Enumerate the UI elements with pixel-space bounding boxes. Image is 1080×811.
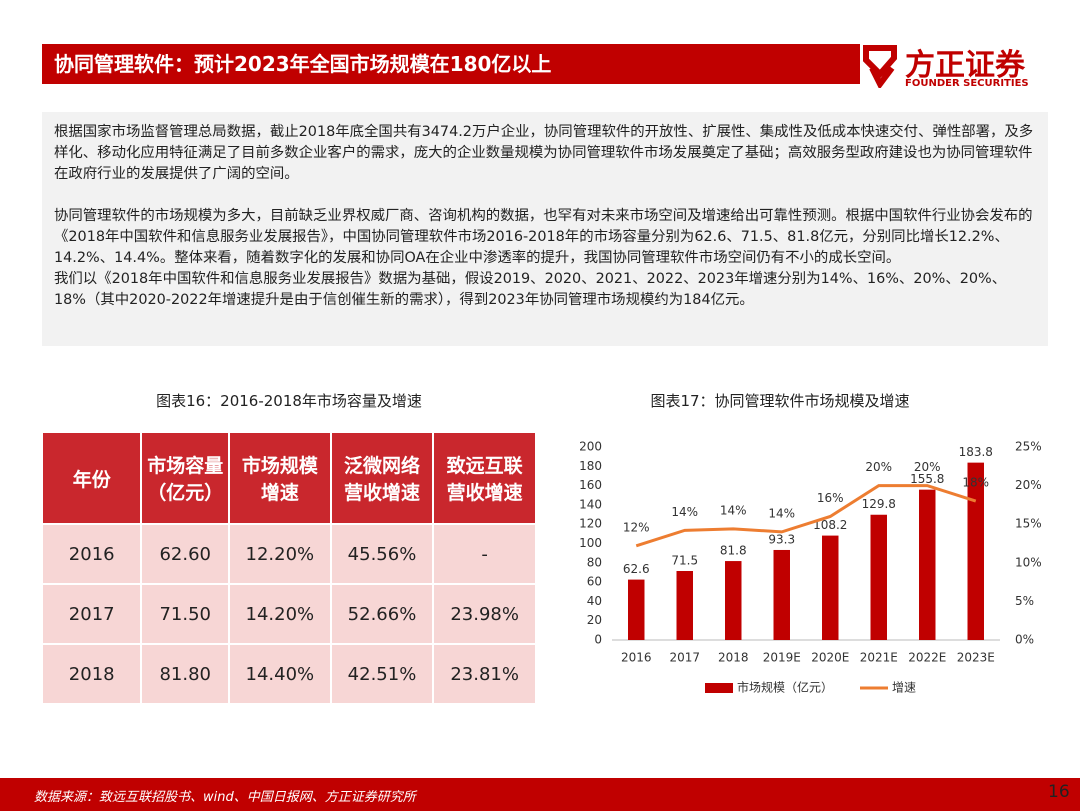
text-box: 根据国家市场监督管理总局数据，截止2018年底全国共有3474.2万户企业，协同… (42, 112, 1048, 346)
bar-value-label: 62.6 (623, 562, 650, 576)
header-row: 年份 市场容量 （亿元） 市场规模 增速 泛微网络 营收增速 致远互联 营收增速 (40, 431, 537, 525)
y2-tick-label: 25% (1015, 440, 1042, 454)
x-tick-label: 2019E (763, 651, 801, 665)
y-tick-label: 200 (579, 440, 602, 454)
bar (967, 462, 984, 640)
table-cell: 23.81% (432, 643, 537, 705)
y-tick-label: 20 (587, 613, 602, 627)
x-tick-label: 2021E (860, 651, 898, 665)
line-value-label: 14% (720, 503, 747, 517)
line-value-label: 16% (817, 491, 844, 505)
y-tick-label: 100 (579, 536, 602, 550)
legend-label: 增速 (892, 681, 916, 695)
header-cell: 致远互联 营收增速 (432, 431, 537, 525)
line-value-label: 20% (914, 460, 941, 474)
line (635, 484, 977, 548)
table-row: 2018 81.80 14.40% 42.51% 23.81% (40, 643, 537, 705)
table-cell: 71.50 (140, 583, 231, 645)
y-tick-label: 140 (579, 497, 602, 511)
x-tick-label: 2022E (908, 651, 946, 665)
bar-value-label: 71.5 (671, 554, 698, 568)
bar (822, 535, 839, 640)
line-value-label: 20% (865, 460, 892, 474)
table-cell: - (432, 523, 537, 585)
page-number: 16 (1048, 782, 1070, 802)
chart: 0 20 40 60 80 100 120 140 160 180 200 0% 5% 10% 15% 20%… (579, 440, 1042, 695)
line-value-label: 14% (671, 505, 698, 519)
bar (773, 549, 790, 640)
source-note: 数据来源：致远互联招股书、wind、中国日报网、方正证券研究所 (34, 790, 416, 805)
table-row: 2017 71.50 14.20% 52.66% 23.98% (40, 583, 537, 645)
table-cell: 81.80 (140, 643, 231, 705)
header-cell: 市场规模 增速 (228, 431, 332, 525)
legend-label: 市场规模（亿元） (737, 680, 833, 695)
bar-value-label: 183.8 (959, 445, 993, 459)
y2-tick-label: 10% (1015, 555, 1042, 569)
y-tick-label: 60 (587, 575, 602, 589)
chart-title: 图表17：协同管理软件市场规模及增速 (650, 392, 910, 410)
y2-tick-label: 5% (1015, 594, 1034, 608)
table-cell: 14.20% (228, 583, 332, 645)
header-cell: 年份 (40, 431, 143, 525)
x-tick-label: 2023E (957, 651, 995, 665)
table-row: 2016 62.60 12.20% 45.56% - (40, 523, 537, 585)
table-cell: 14.40% (228, 643, 332, 705)
table-cell: 2018 (40, 643, 143, 705)
bar-value-label: 155.8 (910, 472, 944, 486)
y2-tick-label: 20% (1015, 478, 1042, 492)
bar (676, 571, 693, 640)
header-cell: 泛微网络 营收增速 (329, 431, 435, 525)
line-value-label: 18% (962, 476, 989, 490)
y-tick-label: 180 (579, 459, 602, 473)
table-cell: 62.60 (140, 523, 231, 585)
paragraph: 我们以《2018年中国软件和信息服务业发展报告》数据为基础，假设2019、202… (54, 271, 1007, 308)
line-value-label: 12% (623, 520, 650, 534)
y2-tick-label: 15% (1015, 517, 1042, 531)
table-cell: 52.66% (329, 583, 435, 645)
x-tick-label: 2020E (811, 651, 849, 665)
y-tick-label: 40 (587, 594, 602, 608)
bar (725, 561, 742, 640)
table-cell: 42.51% (329, 643, 435, 705)
line-value-label: 14% (768, 506, 795, 520)
y-tick-label: 0 (594, 633, 602, 647)
paragraph: 协同管理软件的市场规模为多大，目前缺乏业界权威厂商、咨询机构的数据，也罕有对未来… (54, 208, 1033, 266)
bar (919, 489, 936, 640)
x-tick-label: 2018 (718, 651, 749, 665)
bar-value-label: 93.3 (768, 532, 795, 546)
bar-value-label: 81.8 (720, 544, 747, 558)
slide-title: 协同管理软件：预计2023年全国市场规模在180亿以上 (42, 44, 860, 84)
y-tick-label: 120 (579, 517, 602, 531)
x-tick-label: 2017 (669, 651, 700, 665)
bar-value-label: 129.8 (862, 497, 896, 511)
table-cell: 23.98% (432, 583, 537, 645)
y-tick-label: 160 (579, 478, 602, 492)
bar (628, 579, 645, 640)
bar (870, 514, 887, 640)
y-tick-label: 80 (587, 555, 602, 569)
bar-value-label: 108.2 (813, 518, 847, 532)
header-cell: 市场容量 （亿元） (140, 431, 231, 525)
x-tick-label: 2016 (621, 651, 652, 665)
y2-tick-label: 0% (1015, 633, 1034, 647)
table-caption: 图表16：2016-2018年市场容量及增速 (156, 392, 422, 410)
table-cell: 45.56% (329, 523, 435, 585)
table-cell: 12.20% (228, 523, 332, 585)
data-table: 年份 市场容量 （亿元） 市场规模 增速 泛微网络 营收增速 致远互联 营收增速 2016… (40, 431, 537, 705)
logo-mark (863, 45, 897, 88)
legend-swatch (705, 683, 733, 693)
logo-subtext: FOUNDER SECURITIES (905, 78, 1029, 89)
paragraph: 根据国家市场监督管理总局数据，截止2018年底全国共有3474.2万户企业，协同… (54, 124, 1034, 182)
logo-text: 方正证券 (905, 48, 1025, 83)
table-cell: 2016 (40, 523, 143, 585)
table-cell: 2017 (40, 583, 143, 645)
footer-bar (0, 778, 1080, 811)
